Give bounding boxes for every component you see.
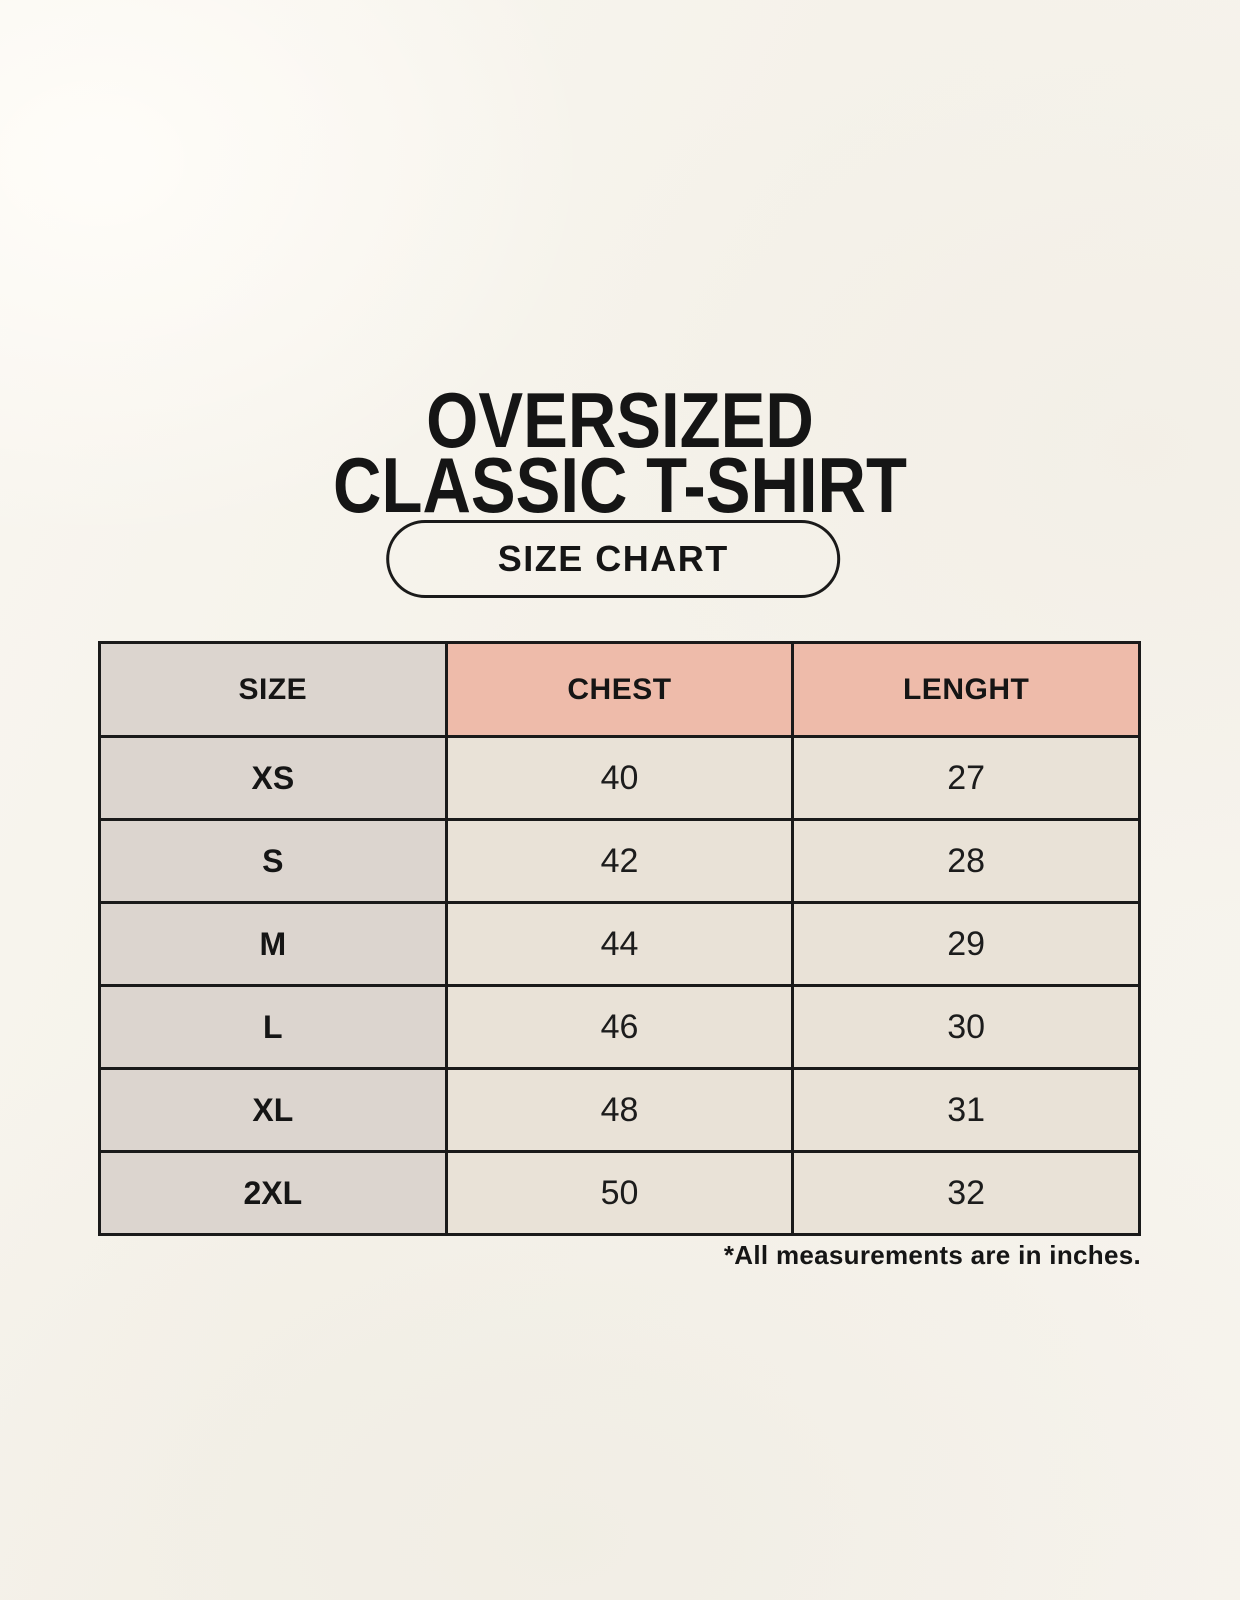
chest-value: 44 xyxy=(444,901,795,987)
chest-value: 46 xyxy=(444,984,795,1070)
header-cell-chest: CHEST xyxy=(444,641,795,738)
size-table-header: SIZE CHEST LENGHT xyxy=(98,641,1141,738)
size-label: M xyxy=(98,901,448,987)
product-title-line2: CLASSIC T-SHIRT xyxy=(333,441,907,530)
product-title: OVERSIZED CLASSIC T-SHIRT xyxy=(87,381,1153,524)
table-row-l: L 46 30 xyxy=(98,984,1141,1070)
table-row-xl: XL 48 31 xyxy=(98,1067,1141,1153)
size-label: S xyxy=(98,818,448,904)
length-value: 28 xyxy=(791,818,1141,904)
header-row: SIZE CHEST LENGHT xyxy=(98,641,1141,738)
length-value: 31 xyxy=(791,1067,1141,1153)
chest-value: 48 xyxy=(444,1067,795,1153)
length-value: 30 xyxy=(791,984,1141,1070)
size-table: SIZE CHEST LENGHT XS 40 27 S 42 28 M 44 … xyxy=(98,641,1141,1236)
measurements-note: *All measurements are in inches. xyxy=(723,1240,1141,1270)
table-row-s: S 42 28 xyxy=(98,818,1141,904)
size-chart-badge-label: SIZE CHART xyxy=(497,538,729,579)
chest-value: 50 xyxy=(444,1150,795,1236)
size-table-body: XS 40 27 S 42 28 M 44 29 L 46 30 XL 48 xyxy=(98,735,1141,1236)
size-label: XS xyxy=(98,735,448,821)
size-label: XL xyxy=(98,1067,448,1153)
size-label: 2XL xyxy=(98,1150,448,1236)
chest-value: 42 xyxy=(444,818,795,904)
table-row-2xl: 2XL 50 32 xyxy=(98,1150,1141,1236)
table-row-xs: XS 40 27 xyxy=(98,735,1141,821)
length-value: 29 xyxy=(791,901,1141,987)
chest-value: 40 xyxy=(444,735,795,821)
header-cell-size: SIZE xyxy=(98,641,448,738)
product-title-line1: OVERSIZED xyxy=(426,376,814,465)
length-value: 32 xyxy=(791,1150,1141,1236)
size-chart-badge[interactable]: SIZE CHART xyxy=(386,520,841,598)
size-label: L xyxy=(98,984,448,1070)
header-cell-length: LENGHT xyxy=(791,641,1141,738)
table-row-m: M 44 29 xyxy=(98,901,1141,987)
length-value: 27 xyxy=(791,735,1141,821)
